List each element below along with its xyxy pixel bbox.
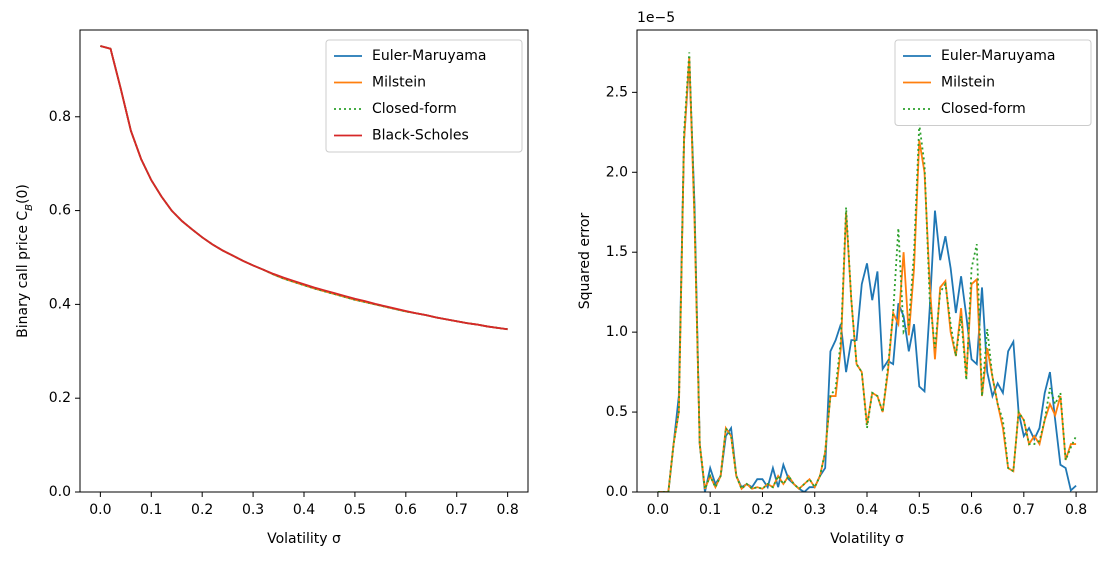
x-tick-label: 0.0 (647, 502, 669, 518)
x-tick-label: 0.2 (751, 502, 773, 518)
y-axis-label-sub: B (24, 204, 35, 211)
x-tick-label: 0.1 (699, 502, 721, 518)
y-axis-label: Binary call price CB(0) (15, 184, 35, 338)
x-tick-label: 0.3 (242, 502, 264, 518)
x-tick-label: 0.2 (191, 502, 213, 518)
y-axis-label-suffix: (0) (15, 184, 31, 204)
y-axis-label-text: Squared error (577, 213, 593, 310)
legend-box (894, 39, 1092, 126)
x-tick-label: 0.4 (293, 502, 315, 518)
legend-label: Euler-Maruyama (372, 48, 487, 64)
legend-label: Milstein (941, 75, 995, 91)
x-tick-label: 0.6 (960, 502, 982, 518)
x-tick-label: 0.7 (1013, 502, 1035, 518)
x-tick-label: 0.8 (497, 502, 519, 518)
legend-label: Closed-form (941, 101, 1026, 117)
offset-text: 1e−5 (637, 10, 675, 26)
x-tick-label: 0.8 (1065, 502, 1087, 518)
legend-label: Euler-Maruyama (941, 48, 1056, 64)
legend-label: Milstein (372, 75, 426, 91)
axes-frame (636, 29, 1098, 493)
y-tick-label: 0.0 (606, 484, 628, 500)
x-axis-label: Volatility σ (830, 531, 904, 547)
x-tick-label: 0.7 (446, 502, 468, 518)
axes-frame (79, 29, 529, 493)
y-tick-label: 0.2 (49, 390, 71, 406)
y-tick-label: 0.4 (49, 296, 71, 312)
series-line (657, 60, 1077, 492)
x-tick-label: 0.1 (140, 502, 162, 518)
legend-label: Closed-form (372, 101, 457, 117)
legend-box (325, 39, 523, 153)
y-tick-label: 1.5 (606, 244, 628, 260)
x-tick-label: 0.5 (908, 502, 930, 518)
x-axis-label: Volatility σ (267, 531, 341, 547)
y-axis-label: Squared error (577, 213, 593, 310)
y-tick-label: 0.0 (49, 484, 71, 500)
x-tick-label: 0.6 (395, 502, 417, 518)
x-tick-label: 0.4 (856, 502, 878, 518)
y-tick-label: 2.5 (606, 84, 628, 100)
x-tick-label: 0.3 (804, 502, 826, 518)
y-tick-label: 0.8 (49, 109, 71, 125)
y-axis-label-text: Binary call price C (15, 211, 31, 338)
x-tick-label: 0.0 (89, 502, 111, 518)
y-tick-label: 1.0 (606, 324, 628, 340)
y-tick-label: 2.0 (606, 164, 628, 180)
y-tick-label: 0.5 (606, 404, 628, 420)
series-line (100, 45, 508, 331)
x-tick-label: 0.5 (344, 502, 366, 518)
legend-label: Black-Scholes (372, 128, 469, 144)
y-tick-label: 0.6 (49, 203, 71, 219)
